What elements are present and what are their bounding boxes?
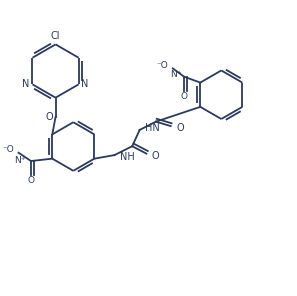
Text: N: N <box>81 79 89 89</box>
Text: O: O <box>152 151 159 161</box>
Text: N⁺: N⁺ <box>170 70 182 79</box>
Text: ⁻O: ⁻O <box>157 61 169 70</box>
Text: N⁺: N⁺ <box>14 156 26 165</box>
Text: O: O <box>181 92 187 101</box>
Text: O: O <box>176 123 184 133</box>
Text: Cl: Cl <box>51 31 60 41</box>
Text: NH: NH <box>120 152 135 163</box>
Text: O: O <box>28 176 34 185</box>
Text: HN: HN <box>145 123 160 133</box>
Text: N: N <box>22 79 30 89</box>
Text: ⁻O: ⁻O <box>2 145 14 154</box>
Text: O: O <box>45 112 53 122</box>
